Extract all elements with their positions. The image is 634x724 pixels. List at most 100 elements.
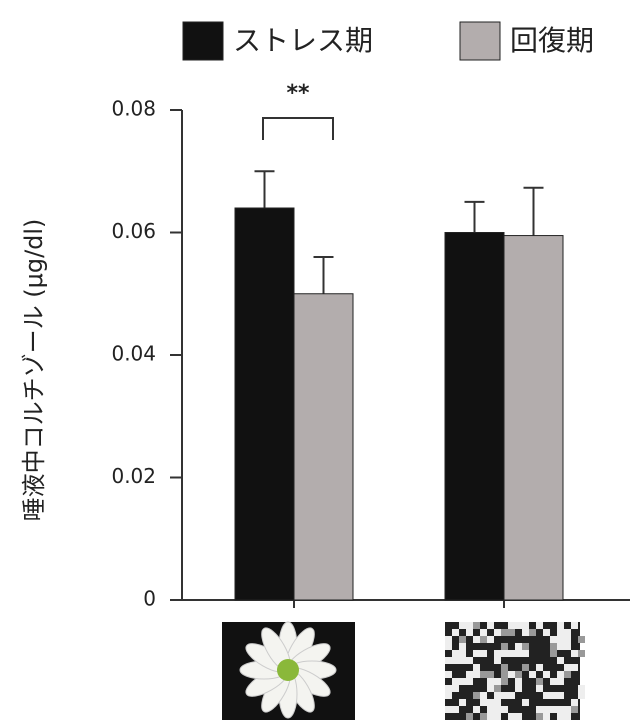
noise-cell (501, 671, 508, 678)
noise-cell (494, 657, 501, 664)
noise-cell (501, 643, 508, 650)
noise-cell (501, 629, 508, 636)
noise-cell (466, 622, 473, 629)
noise-cell (571, 699, 578, 706)
noise-cell (557, 678, 564, 685)
noise-cell (515, 650, 522, 657)
noise-cell (501, 664, 508, 671)
noise-cell (501, 706, 508, 713)
noise-cell (536, 706, 543, 713)
noise-cell (522, 629, 529, 636)
noise-cell (473, 636, 480, 643)
noise-cell (536, 678, 543, 685)
noise-cell (536, 713, 543, 720)
noise-cell (557, 643, 564, 650)
legend-label: 回復期 (510, 24, 594, 57)
bar (504, 236, 563, 600)
y-tick-label: 0.02 (111, 464, 156, 488)
noise-cell (550, 643, 557, 650)
legend-label: ストレス期 (233, 24, 373, 57)
y-tick-label: 0.04 (111, 342, 156, 366)
noise-cell (452, 678, 459, 685)
noise-cell (515, 713, 522, 720)
noise-cell (522, 650, 529, 657)
noise-cell (480, 650, 487, 657)
noise-cell (480, 692, 487, 699)
noise-cell (564, 643, 571, 650)
noise-cell (557, 622, 564, 629)
noise-cell (459, 643, 466, 650)
noise-cell (466, 713, 473, 720)
noise-cell (445, 685, 452, 692)
noise-cell (515, 685, 522, 692)
noise-cell (522, 622, 529, 629)
noise-cell (473, 692, 480, 699)
noise-cell (473, 622, 480, 629)
noise-cell (501, 678, 508, 685)
noise-cell (557, 671, 564, 678)
noise-cell (494, 629, 501, 636)
noise-cell (487, 678, 494, 685)
noise-cell (543, 692, 550, 699)
noise-cell (508, 622, 515, 629)
noise-cell (557, 629, 564, 636)
noise-cell (445, 706, 452, 713)
noise-cell (494, 713, 501, 720)
noise-cell (487, 636, 494, 643)
noise-cell (466, 678, 473, 685)
noise-cell (487, 699, 494, 706)
noise-cell (480, 713, 487, 720)
noise-cell (543, 713, 550, 720)
noise-cell (578, 692, 585, 699)
bar (235, 208, 294, 600)
noise-cell (459, 657, 466, 664)
noise-cell (557, 713, 564, 720)
noise-cell (452, 685, 459, 692)
noise-cell (473, 706, 480, 713)
noise-cell (459, 636, 466, 643)
noise-cell (445, 657, 452, 664)
noise-cell (515, 671, 522, 678)
noise-cell (487, 685, 494, 692)
noise-cell (487, 622, 494, 629)
noise-cell (550, 706, 557, 713)
noise-cell (480, 629, 487, 636)
y-tick-label: 0 (143, 587, 156, 611)
noise-cell (473, 671, 480, 678)
noise-cell (508, 692, 515, 699)
noise-cell (557, 706, 564, 713)
noise-cell (578, 685, 585, 692)
noise-cell (466, 671, 473, 678)
noise-cell (459, 650, 466, 657)
noise-cell (522, 699, 529, 706)
legend-swatch (460, 22, 500, 60)
noise-cell (452, 650, 459, 657)
noise-cell (564, 629, 571, 636)
noise-cell (543, 629, 550, 636)
significance-bracket (263, 118, 333, 140)
noise-cell (557, 657, 564, 664)
y-tick-label: 0.06 (111, 219, 156, 243)
noise-cell (578, 636, 585, 643)
noise-cell (480, 671, 487, 678)
noise-cell (508, 671, 515, 678)
flower-image (222, 622, 355, 720)
noise-cell (494, 685, 501, 692)
noise-cell (522, 643, 529, 650)
noise-cell (557, 692, 564, 699)
noise-cell (550, 692, 557, 699)
noise-cell (445, 643, 452, 650)
legend: ストレス期 回復期 (183, 22, 594, 60)
noise-cell (445, 636, 452, 643)
noise-cell (557, 636, 564, 643)
noise-cell (515, 622, 522, 629)
noise-cell (543, 671, 550, 678)
noise-cell (536, 622, 543, 629)
noise-cell (452, 657, 459, 664)
noise-cell (550, 678, 557, 685)
noise-cell (459, 699, 466, 706)
noise-cell (459, 678, 466, 685)
noise-cell (515, 678, 522, 685)
noise-cell (501, 692, 508, 699)
noise-cell (466, 657, 473, 664)
